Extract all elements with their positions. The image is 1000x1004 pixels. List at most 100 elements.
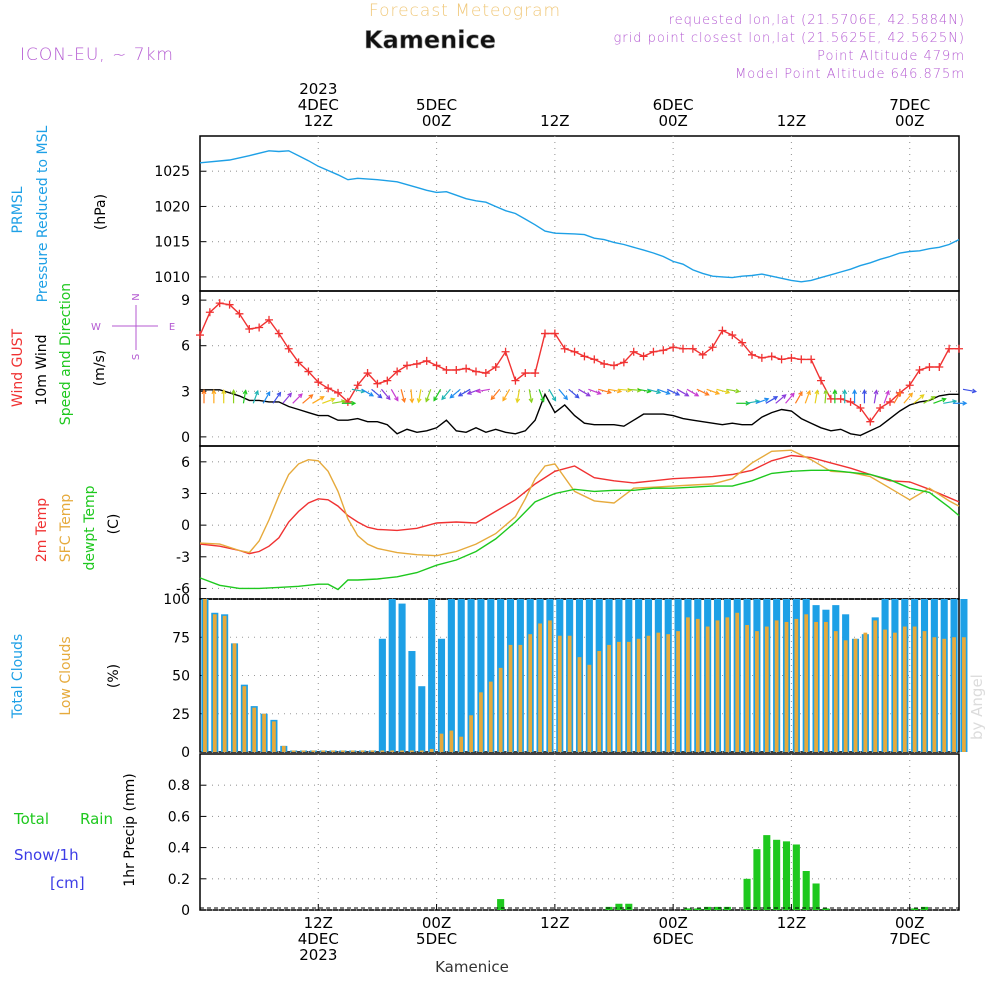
clouds-bar [932, 637, 937, 752]
wind-vector [716, 388, 730, 394]
clouds-bar [487, 599, 495, 752]
gust-marker [698, 350, 707, 359]
wind-vector [608, 388, 622, 393]
clouds-bar [378, 638, 386, 752]
gust-marker [629, 347, 638, 356]
clouds-bar [311, 750, 316, 752]
clouds-bar [686, 617, 690, 752]
gust-marker [462, 364, 471, 373]
gust-marker [610, 361, 618, 370]
wind-vector-head [254, 389, 259, 396]
precip-label: 1hr Precip (mm) [122, 773, 138, 886]
wind-vector [696, 388, 709, 396]
clouds-bar [398, 603, 406, 752]
clouds-bar [410, 750, 414, 752]
gust-marker [955, 344, 963, 353]
pressure-ytick-label: 1025 [154, 164, 190, 180]
top-time-label: 12Z [540, 112, 569, 130]
wind-vector [568, 388, 580, 399]
gust-marker [491, 362, 500, 371]
clouds-bar [518, 644, 523, 752]
clouds-bar [508, 644, 513, 752]
wind-vector [458, 388, 471, 397]
wind-vector [617, 388, 632, 392]
gust-marker [570, 347, 579, 356]
wind-vector-head [540, 397, 545, 403]
wind-vector [667, 388, 680, 396]
gust-marker [619, 358, 628, 367]
top-time-label: 00Z [422, 112, 451, 130]
clouds-bar [843, 640, 848, 752]
compass-north: N [131, 293, 142, 300]
wind-vector [923, 396, 936, 404]
clouds-bar [735, 612, 740, 752]
clouds-bar [912, 626, 917, 752]
wind-vector [647, 388, 661, 394]
clouds-bar [370, 750, 375, 752]
clouds-bar [488, 681, 493, 752]
gust-marker [560, 344, 569, 353]
clouds-bar [360, 750, 365, 752]
precip-ytick-label: 0.4 [168, 841, 190, 857]
wind-vector [962, 388, 976, 393]
clouds-bar [666, 634, 671, 752]
wind-vector [390, 388, 399, 401]
clouds-bar [833, 631, 838, 752]
chart-marks: 1010 1015 1020 1025 0 3 6 9 -6 -3 0 3 6 0 25 50 75 100 0 0.… [154, 80, 978, 964]
gust-marker [215, 299, 224, 308]
clouds-bar [873, 620, 878, 752]
top-time-label: 12Z [304, 112, 333, 130]
clouds-bar [212, 614, 217, 752]
bottom-time-label: 00Z [422, 914, 451, 932]
top-time-label: 00Z [895, 112, 924, 130]
gust-marker [265, 315, 273, 324]
bottom-time-label: 4DEC [298, 930, 339, 948]
pressure-label-desc: Pressure Reduced to MSL [35, 125, 51, 302]
wind-vector-head [368, 392, 375, 397]
bottom-time-label: 6DEC [653, 930, 694, 948]
clouds-bar [636, 638, 641, 752]
clouds-bar [418, 686, 426, 752]
gust-marker [343, 397, 352, 406]
temperature-ytick-label: -3 [176, 550, 190, 566]
clouds-bar [262, 713, 266, 752]
top-time-label: 7DEC [889, 96, 930, 114]
wind-vector-head [490, 395, 496, 401]
gust-marker [294, 358, 303, 367]
clouds-bar [902, 626, 907, 752]
gust-marker [688, 344, 697, 353]
pressure-ytick-label: 1010 [154, 270, 190, 286]
clouds-bar [419, 750, 424, 752]
clouds-bar [922, 631, 927, 752]
bottom-time-label: 12Z [304, 914, 333, 932]
clouds-bar [301, 750, 306, 752]
clouds-ytick-label: 25 [172, 707, 190, 723]
wind-vector [686, 388, 699, 397]
gust-marker [600, 359, 609, 368]
gust-marker [935, 362, 944, 371]
clouds-bar [764, 626, 769, 752]
clouds-bar [557, 635, 562, 752]
clouds-bar [291, 750, 296, 752]
clouds-bar [457, 599, 465, 752]
wind-vector-head [798, 390, 803, 397]
wind-vector-head [475, 388, 482, 394]
wind-vector-head [971, 388, 978, 394]
wind-vector-head [441, 395, 447, 401]
precip-panel [199, 753, 960, 911]
precip-bar [625, 903, 633, 910]
gust-marker [757, 353, 766, 362]
bottom-time-label: 00Z [658, 914, 687, 932]
clouds-bar [242, 686, 247, 752]
pressure-panel [199, 135, 960, 292]
requested-coords: requested lon,lat (21.5706E, 42.5884N) [669, 13, 965, 28]
precip-ytick-label: 0.6 [168, 809, 190, 825]
precip-bar [763, 835, 771, 910]
wind-vector-head [814, 389, 820, 395]
gust-marker [649, 347, 658, 356]
clouds-bar [646, 635, 651, 752]
gust-marker [738, 338, 747, 347]
footer-location: Kamenice [435, 958, 509, 976]
wind-vector-head [385, 395, 391, 401]
